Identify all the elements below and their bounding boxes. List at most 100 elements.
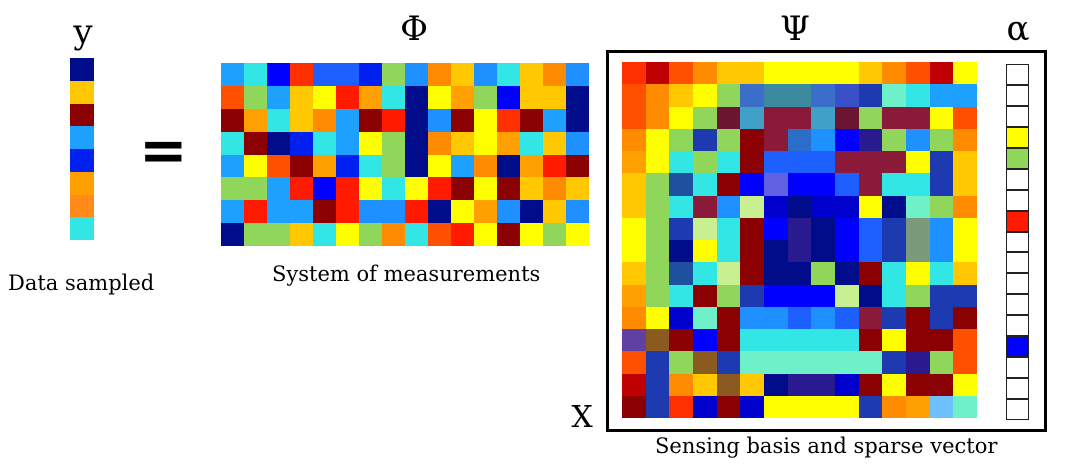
phi-matrix-cell	[543, 223, 566, 246]
phi-matrix-cell	[290, 63, 313, 86]
psi-matrix-cell	[740, 306, 764, 329]
phi-matrix-cell	[428, 108, 451, 132]
psi-matrix-cell	[811, 329, 835, 352]
psi-matrix-cell	[740, 151, 764, 174]
psi-matrix-cell	[645, 329, 670, 352]
psi-matrix-cell	[811, 373, 835, 396]
psi-matrix-cell	[953, 306, 977, 329]
phi-matrix-cell	[520, 85, 543, 109]
phi-matrix-cell	[290, 131, 313, 155]
psi-matrix-cell	[811, 106, 835, 129]
psi-matrix-cell	[787, 195, 812, 218]
alpha-vector-cell	[1006, 168, 1029, 190]
psi-matrix-cell	[953, 173, 977, 196]
phi-matrix-cell	[451, 177, 474, 201]
psi-matrix-cell	[834, 195, 859, 218]
psi-matrix-cell	[622, 217, 646, 240]
psi-matrix-cell	[669, 128, 693, 151]
psi-matrix-cell	[858, 195, 883, 218]
psi-matrix-cell	[716, 395, 741, 418]
psi-matrix-cell	[669, 195, 693, 218]
psi-matrix-cell	[811, 306, 835, 329]
phi-matrix-cell	[451, 223, 474, 246]
phi-matrix-cell	[474, 200, 497, 224]
psi-matrix-cell	[787, 151, 812, 174]
alpha-vector-cell	[1006, 64, 1029, 85]
phi-matrix-cell	[313, 131, 336, 155]
psi-matrix-cell	[645, 195, 670, 218]
psi-matrix-cell	[645, 217, 670, 240]
phi-matrix-cell	[474, 223, 497, 246]
phi-matrix-cell	[290, 85, 313, 109]
phi-matrix-cell	[520, 223, 543, 246]
psi-matrix-cell	[692, 62, 717, 85]
sensing-basis-frame	[606, 50, 1047, 432]
psi-matrix-cell	[763, 217, 788, 240]
phi-matrix-cell	[520, 177, 543, 201]
psi-matrix-cell	[645, 62, 670, 85]
phi-matrix-cell	[497, 131, 520, 155]
psi-matrix-cell	[645, 395, 670, 418]
psi-matrix-cell	[787, 106, 812, 129]
psi-matrix-cell	[692, 240, 717, 263]
psi-matrix-cell	[645, 240, 670, 263]
psi-matrix-cell	[834, 62, 859, 85]
psi-matrix-cell	[669, 306, 693, 329]
phi-matrix-cell	[359, 108, 382, 132]
phi-matrix-cell	[244, 63, 267, 86]
psi-matrix-cell	[787, 217, 812, 240]
psi-matrix-cell	[763, 373, 788, 396]
phi-matrix-cell	[336, 85, 359, 109]
alpha-vector-cell	[1006, 336, 1029, 358]
phi-matrix-cell	[428, 177, 451, 201]
psi-matrix-cell	[787, 306, 812, 329]
psi-matrix-cell	[811, 240, 835, 263]
psi-matrix-cell	[740, 373, 764, 396]
psi-matrix-cell	[811, 62, 835, 85]
psi-matrix-cell	[692, 84, 717, 107]
phi-matrix-cell	[520, 154, 543, 178]
psi-matrix-cell	[740, 62, 764, 85]
psi-matrix-cell	[858, 240, 883, 263]
psi-matrix-cell	[953, 151, 977, 174]
psi-matrix-cell	[645, 84, 670, 107]
phi-matrix-cell	[290, 154, 313, 178]
phi-matrix-cell	[221, 223, 244, 246]
psi-matrix-cell	[834, 284, 859, 307]
psi-matrix-cell	[882, 128, 906, 151]
psi-matrix-cell	[763, 395, 788, 418]
psi-matrix-cell	[811, 151, 835, 174]
phi-matrix-cell	[474, 85, 497, 109]
psi-matrix-cell	[622, 240, 646, 263]
phi-matrix-cell	[543, 85, 566, 109]
psi-matrix-cell	[669, 373, 693, 396]
phi-matrix-cell	[497, 85, 520, 109]
psi-matrix-cell	[740, 351, 764, 374]
phi-matrix-cell	[382, 154, 405, 178]
alpha-vector	[1006, 64, 1029, 420]
phi-matrix-cell	[267, 108, 290, 132]
psi-matrix-cell	[669, 262, 693, 285]
phi-matrix-cell	[497, 108, 520, 132]
phi-matrix-cell	[497, 154, 520, 178]
psi-matrix-cell	[622, 195, 646, 218]
phi-matrix-cell	[543, 108, 566, 132]
phi-matrix-cell	[405, 223, 428, 246]
psi-matrix-cell	[763, 195, 788, 218]
psi-matrix-cell	[692, 351, 717, 374]
psi-matrix-cell	[787, 240, 812, 263]
psi-symbol: Ψ	[780, 9, 810, 49]
psi-matrix-cell	[834, 395, 859, 418]
psi-matrix-cell	[716, 306, 741, 329]
phi-matrix	[221, 63, 589, 246]
psi-matrix-cell	[787, 329, 812, 352]
phi-matrix-cell	[313, 63, 336, 86]
psi-matrix-cell	[858, 351, 883, 374]
psi-matrix-cell	[858, 62, 883, 85]
psi-matrix-cell	[905, 373, 930, 396]
psi-matrix-cell	[811, 173, 835, 196]
psi-matrix-cell	[929, 151, 954, 174]
phi-matrix-cell	[543, 154, 566, 178]
phi-matrix-cell	[405, 177, 428, 201]
psi-matrix-cell	[905, 106, 930, 129]
